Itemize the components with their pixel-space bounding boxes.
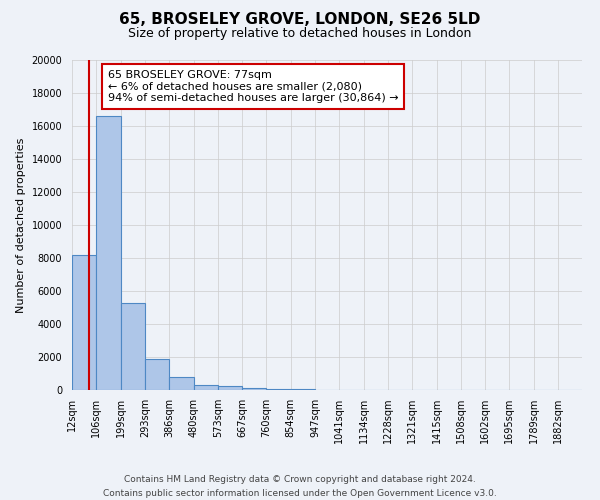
- Text: Size of property relative to detached houses in London: Size of property relative to detached ho…: [128, 28, 472, 40]
- Bar: [218, 386, 242, 390]
- Bar: [145, 360, 169, 390]
- Bar: [169, 377, 194, 390]
- Text: 65, BROSELEY GROVE, LONDON, SE26 5LD: 65, BROSELEY GROVE, LONDON, SE26 5LD: [119, 12, 481, 28]
- Bar: [194, 385, 218, 390]
- Bar: [266, 388, 291, 390]
- Y-axis label: Number of detached properties: Number of detached properties: [16, 138, 26, 312]
- Bar: [121, 302, 145, 390]
- Text: Contains HM Land Registry data © Crown copyright and database right 2024.
Contai: Contains HM Land Registry data © Crown c…: [103, 476, 497, 498]
- Bar: [72, 254, 97, 390]
- Bar: [97, 116, 121, 390]
- Bar: [242, 388, 266, 390]
- Text: 65 BROSELEY GROVE: 77sqm
← 6% of detached houses are smaller (2,080)
94% of semi: 65 BROSELEY GROVE: 77sqm ← 6% of detache…: [108, 70, 398, 103]
